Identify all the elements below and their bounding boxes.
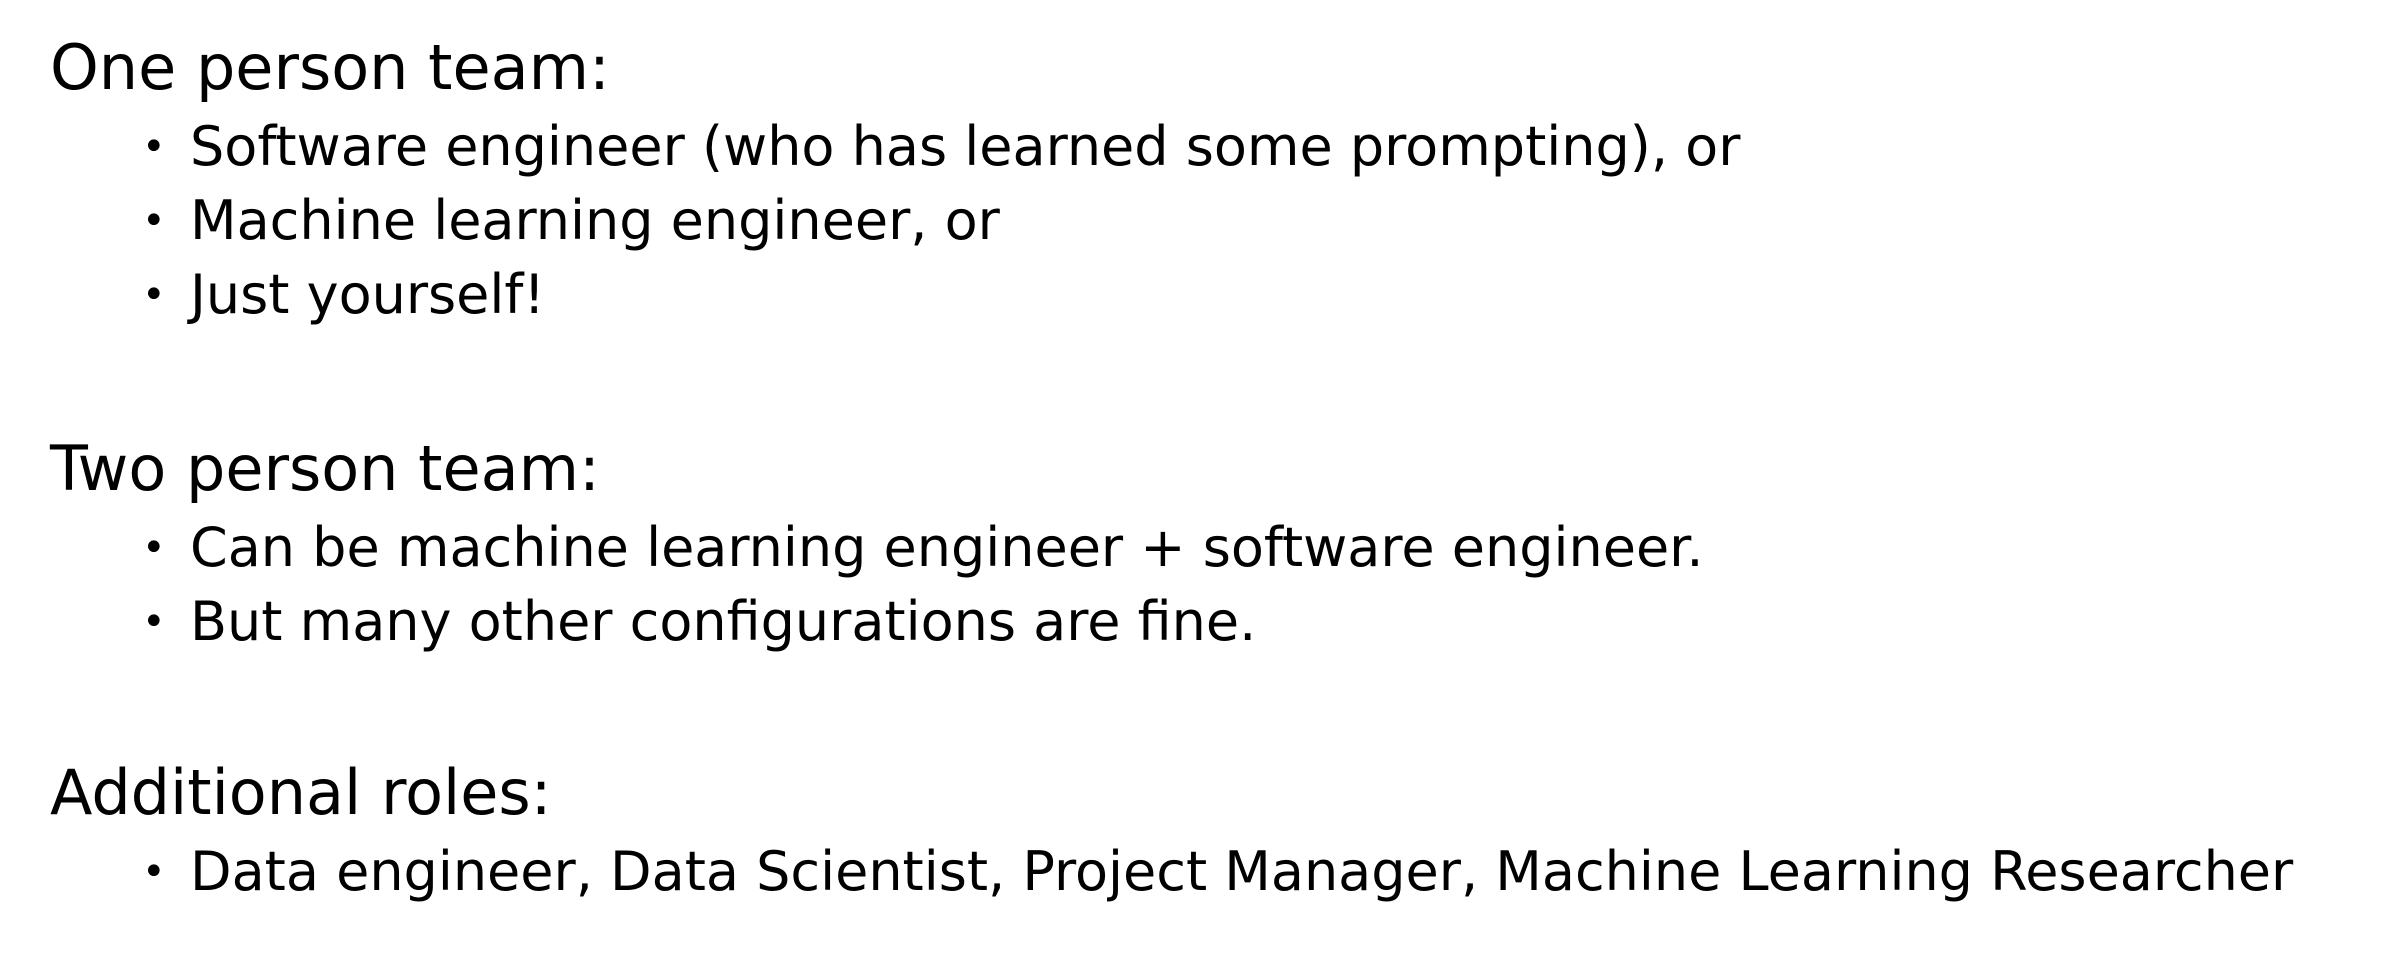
bullet-item: • But many other configurations are fine… (50, 585, 1704, 659)
bullet-text: Data engineer, Data Scientist, Project M… (190, 840, 2294, 903)
bullet-item: • Machine learning engineer, or (50, 184, 1740, 258)
bullet-icon: • (142, 124, 166, 170)
section-heading: One person team: (50, 31, 610, 104)
section-heading: Two person team: (50, 432, 600, 505)
bullet-text: But many other configurations are fine. (190, 590, 1257, 653)
bullet-text: Software engineer (who has learned some … (190, 115, 1741, 178)
bullet-icon: • (142, 272, 166, 318)
bullet-item: • Can be machine learning engineer + sof… (50, 511, 1704, 585)
section-additional-roles: Additional roles: • Data engineer, Data … (50, 751, 2293, 909)
bullet-item: • Just yourself! (50, 258, 1740, 332)
bullet-text: Can be machine learning engineer + softw… (190, 516, 1704, 579)
section-two-person-team: Two person team: • Can be machine learni… (50, 427, 1704, 659)
bullet-list: • Data engineer, Data Scientist, Project… (50, 835, 2293, 909)
bullet-icon: • (142, 198, 166, 244)
bullet-item: • Software engineer (who has learned som… (50, 110, 1740, 184)
bullet-item: • Data engineer, Data Scientist, Project… (50, 835, 2293, 909)
bullet-icon: • (142, 599, 166, 645)
bullet-list: • Software engineer (who has learned som… (50, 110, 1740, 332)
bullet-list: • Can be machine learning engineer + sof… (50, 511, 1704, 659)
bullet-icon: • (142, 525, 166, 571)
bullet-icon: • (142, 849, 166, 895)
bullet-text: Machine learning engineer, or (190, 189, 1000, 252)
section-one-person-team: One person team: • Software engineer (wh… (50, 26, 1740, 332)
section-heading: Additional roles: (50, 756, 552, 829)
bullet-text: Just yourself! (190, 263, 546, 326)
